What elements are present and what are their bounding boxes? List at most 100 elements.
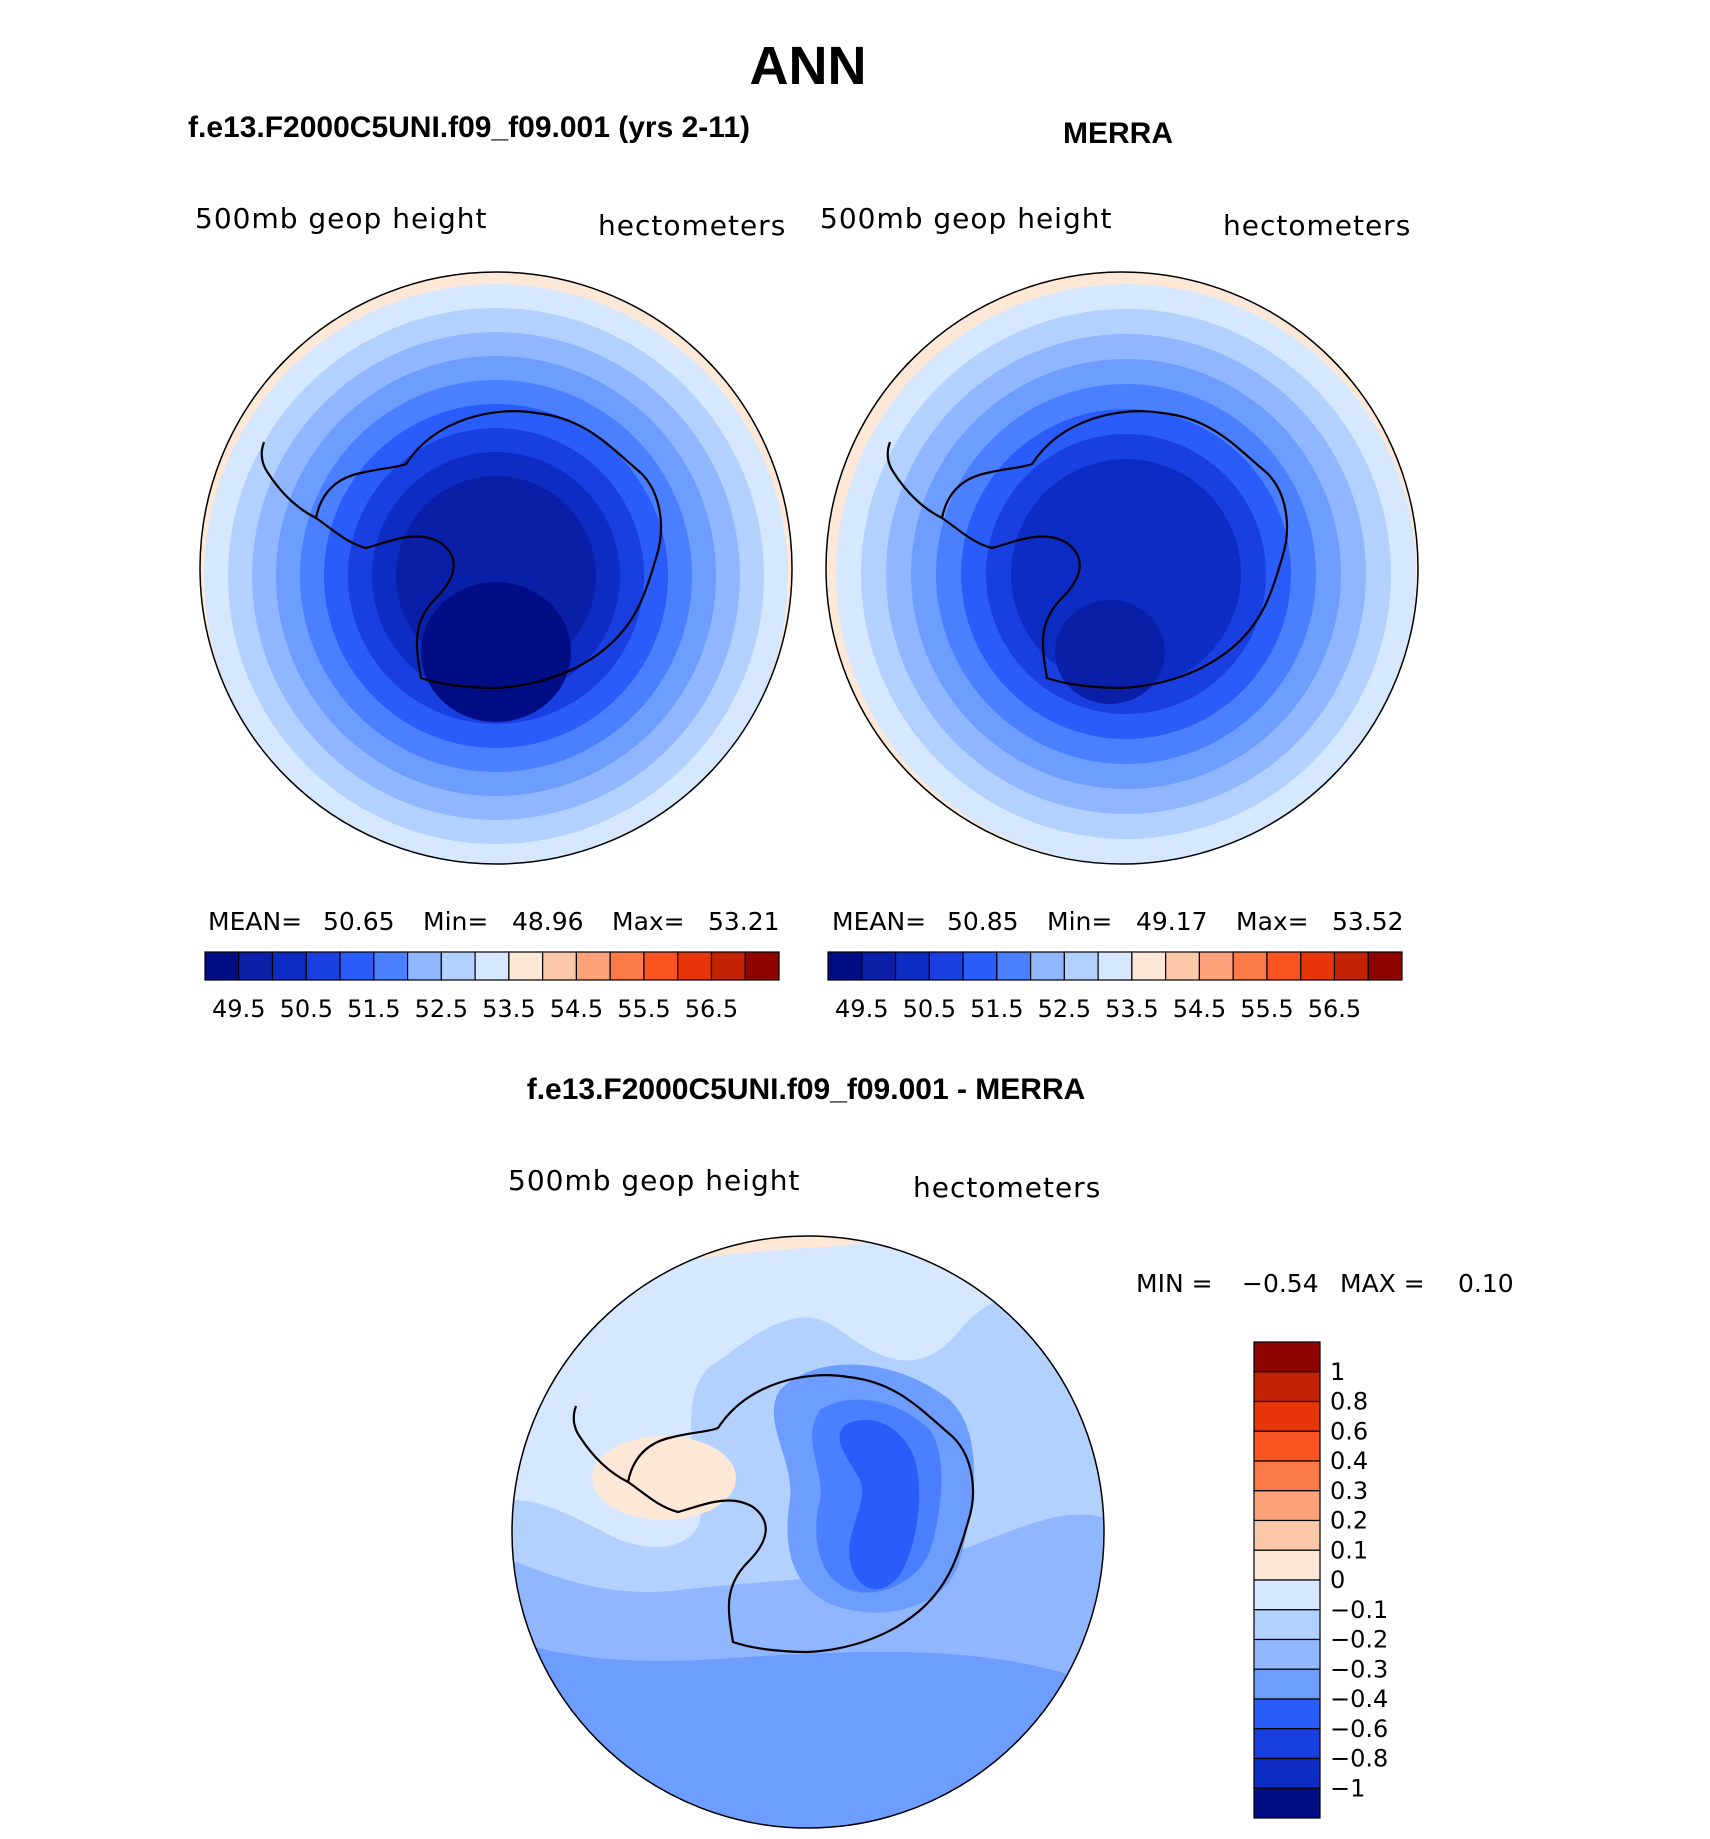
colorbar-swatch <box>1232 951 1268 981</box>
colorbar-tick-label: 0.4 <box>1330 1447 1368 1475</box>
colorbar-tick-label: 52.5 <box>1038 995 1091 1023</box>
colorbar-swatch <box>1253 1579 1321 1611</box>
colorbar-tick-label: 0.2 <box>1330 1507 1368 1535</box>
colorbar-swatch <box>1165 951 1201 981</box>
colorbar-swatch <box>861 951 897 981</box>
colorbar-tick-label: 0.1 <box>1330 1536 1368 1564</box>
panel-model-variable: 500mb geop height <box>195 202 487 235</box>
colorbar-swatch <box>677 951 713 981</box>
stats-model: MEAN= 50.65 Min= 48.96 Max= 53.21 <box>208 907 780 936</box>
colorbar-tick-label: 53.5 <box>482 995 535 1023</box>
colorbar-swatch <box>928 951 964 981</box>
colorbar-tick-label: −1 <box>1330 1774 1365 1802</box>
main-title: ANN <box>750 36 867 96</box>
colorbar-swatch <box>339 951 375 981</box>
panel-obs-variable: 500mb geop height <box>820 202 1112 235</box>
map-boundary-obs <box>825 271 1419 865</box>
polar-map-model <box>200 272 792 864</box>
panel-diff-variable: 500mb geop height <box>508 1164 800 1197</box>
colorbar-swatch <box>1253 1490 1321 1522</box>
panel-obs-units: hectometers <box>1223 209 1411 242</box>
max-label: Max= <box>1236 907 1309 936</box>
min-label: Min= <box>423 907 488 936</box>
mean-value: 50.85 <box>947 907 1019 936</box>
max-value: 53.21 <box>708 907 780 936</box>
colorbar-tick-label: 51.5 <box>347 995 400 1023</box>
colorbar-tick-label: 55.5 <box>617 995 670 1023</box>
map-boundary-model <box>199 271 793 865</box>
colorbar-swatch <box>1253 1519 1321 1551</box>
colorbar-swatch <box>305 951 341 981</box>
map-boundary-diff <box>511 1235 1105 1829</box>
colorbar-swatch <box>744 951 780 981</box>
colorbar-swatch <box>1253 1460 1321 1492</box>
colorbar-tick-label: 55.5 <box>1240 995 1293 1023</box>
colorbar-swatch <box>1253 1549 1321 1581</box>
min-value: −0.54 <box>1242 1269 1319 1298</box>
colorbar-swatch <box>1253 1757 1321 1789</box>
colorbar-swatch <box>996 951 1032 981</box>
colorbar-swatch <box>1266 951 1302 981</box>
colorbar-swatch <box>1253 1371 1321 1403</box>
colorbar-swatch <box>1253 1698 1321 1730</box>
colorbar-obs: 49.5 50.5 51.5 52.5 53.5 54.5 55.5 56.5 <box>827 951 1403 1023</box>
colorbar-swatch <box>643 951 679 981</box>
contour-rings-obs <box>826 272 1418 864</box>
colorbar-tick-label: −0.3 <box>1330 1655 1388 1683</box>
max-label: MAX = <box>1340 1269 1425 1298</box>
colorbar-tick-label: 56.5 <box>685 995 738 1023</box>
mean-label: MEAN= <box>832 907 926 936</box>
panel-model-title: f.e13.F2000C5UNI.f09_f09.001 (yrs 2-11) <box>188 111 750 144</box>
colorbar-tick-label: 49.5 <box>835 995 888 1023</box>
mean-label: MEAN= <box>208 907 302 936</box>
colorbar-tick-label: 0 <box>1330 1566 1345 1594</box>
colorbar-swatch <box>1253 1400 1321 1432</box>
colorbar-swatch <box>1253 1341 1321 1373</box>
contour-rings-model <box>200 272 792 864</box>
colorbar-tick-label: 52.5 <box>415 995 468 1023</box>
colorbar-swatch <box>1029 951 1065 981</box>
colorbar-swatch <box>373 951 409 981</box>
contour-polar-low-obs <box>1055 600 1165 704</box>
colorbar-tick-label: 56.5 <box>1308 995 1361 1023</box>
colorbar-tick-label: 53.5 <box>1105 995 1158 1023</box>
colorbar-swatch <box>1253 1728 1321 1760</box>
colorbar-swatch <box>271 951 307 981</box>
panel-diff-title: f.e13.F2000C5UNI.f09_f09.001 - MERRA <box>527 1073 1086 1106</box>
colorbar-swatch <box>1300 951 1336 981</box>
colorbar-swatch <box>609 951 645 981</box>
colorbar-swatch <box>1253 1787 1321 1819</box>
colorbar-swatch <box>1367 951 1403 981</box>
colorbar-tick-label: −0.2 <box>1330 1626 1388 1654</box>
colorbar-swatch <box>1253 1668 1321 1700</box>
colorbar-tick-label: −0.4 <box>1330 1685 1388 1713</box>
colorbar-swatch <box>406 951 442 981</box>
panel-diff: f.e13.F2000C5UNI.f09_f09.001 - MERRA 500… <box>508 1073 1514 1829</box>
colorbar-tick-label: 1 <box>1330 1358 1345 1386</box>
colorbar-swatch <box>962 951 998 981</box>
colorbar-swatch <box>1131 951 1167 981</box>
colorbar-tick-label: 50.5 <box>280 995 333 1023</box>
colorbar-swatch <box>575 951 611 981</box>
stats-obs: MEAN= 50.85 Min= 49.17 Max= 53.52 <box>832 907 1404 936</box>
min-value: 48.96 <box>512 907 584 936</box>
polar-map-diff <box>512 1236 1104 1828</box>
max-label: Max= <box>612 907 685 936</box>
colorbar-swatch <box>1333 951 1369 981</box>
colorbar-diff: 10.80.60.40.30.20.10−0.1−0.2−0.3−0.4−0.6… <box>1253 1341 1388 1819</box>
panel-obs: MERRA 500mb geop height hectometers MEAN… <box>820 117 1419 1023</box>
colorbar-swatch <box>1198 951 1234 981</box>
colorbar-tick-label: 54.5 <box>1173 995 1226 1023</box>
min-value: 49.17 <box>1136 907 1208 936</box>
panel-obs-title: MERRA <box>1063 117 1173 150</box>
colorbar-swatch <box>1253 1609 1321 1641</box>
colorbar-tick-label: 54.5 <box>550 995 603 1023</box>
contour-polar-low-model <box>421 582 571 722</box>
min-label: Min= <box>1047 907 1112 936</box>
panel-model-units: hectometers <box>598 209 786 242</box>
colorbar-tick-label: 50.5 <box>903 995 956 1023</box>
colorbar-tick-label: −0.8 <box>1330 1745 1388 1773</box>
stats-diff: MIN = −0.54 MAX = 0.10 <box>1136 1269 1514 1298</box>
colorbar-model: 49.5 50.5 51.5 52.5 53.5 54.5 55.5 56.5 <box>204 951 780 1023</box>
